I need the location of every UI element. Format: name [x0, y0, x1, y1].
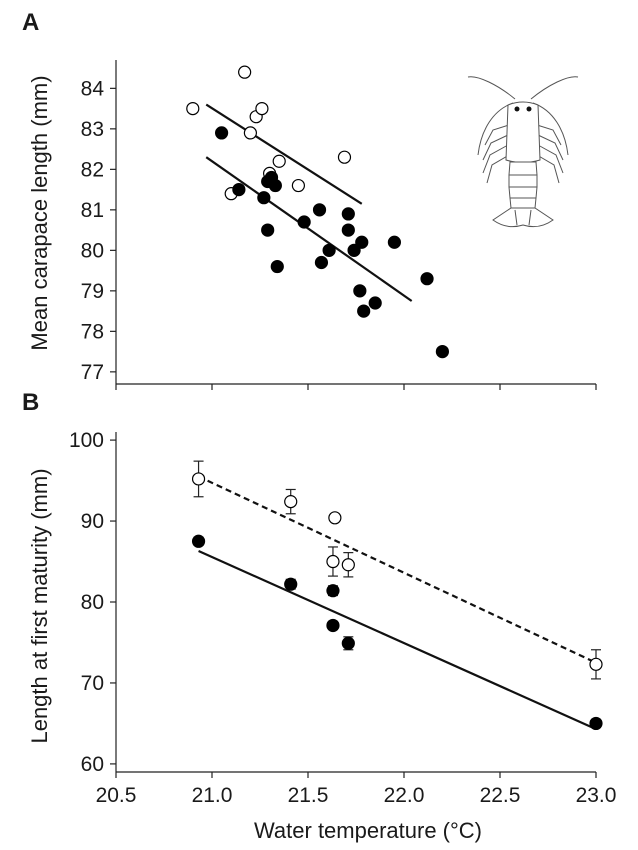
panel-b-open-point [590, 658, 602, 670]
panel-a-filled-point [354, 285, 366, 297]
panel-b-x-tick-label: 20.5 [96, 784, 137, 807]
panel-a-y-tick-label: 83 [81, 118, 104, 141]
panel-a-filled-point [271, 261, 283, 273]
panel-a-open-point [239, 66, 251, 78]
panel-b-open-point [327, 556, 339, 568]
panel-a-filled-point [262, 224, 274, 236]
lobster-abdomen [509, 162, 537, 208]
panel-a-label: A [22, 9, 39, 36]
panel-b-axes: 60 70 80 90 100 20.5 21.0 21.5 22.0 22.5 23.0 [69, 429, 616, 807]
panel-a-filled-point [356, 236, 368, 248]
panel-a-y-tick-label: 78 [81, 320, 104, 343]
panel-a-y-tick-label: 77 [81, 361, 104, 384]
panel-b-x-tick-label: 23.0 [576, 784, 617, 807]
panel-b-x-tick-label: 21.0 [192, 784, 233, 807]
x-axis-title: Water temperature (°C) [254, 818, 482, 843]
panel-a-marks [187, 66, 449, 357]
panel-a-filled-point [388, 236, 400, 248]
panel-a-open-point [256, 103, 268, 115]
panel-b-y-tick-label: 90 [81, 510, 104, 533]
panel-b-x-tick-label: 22.5 [480, 784, 521, 807]
panel-b-open-point [342, 559, 354, 571]
panel-b-filled-point [193, 535, 205, 547]
panel-b-filled-point [285, 578, 297, 590]
lobster-carapace [506, 102, 540, 163]
panel-b-filled-point [327, 619, 339, 631]
panel-b-filled-point [590, 717, 602, 729]
panel-a-y-tick-label: 79 [81, 280, 104, 303]
lobster-legs-right [537, 125, 563, 183]
panel-a-filled-point [436, 346, 448, 358]
panel-b-open-point [285, 496, 297, 508]
lobster-eye-left [515, 107, 520, 112]
panel-a-open-point [338, 151, 350, 163]
panel-b-x-tick-label: 21.5 [288, 784, 329, 807]
panel-b-label: B [22, 389, 39, 416]
panel-a-filled-point [342, 224, 354, 236]
panel-b-open-fit-line [199, 477, 596, 663]
panel-a-filled-point [314, 204, 326, 216]
panel-a-filled-point [369, 297, 381, 309]
panel-b-x-tick-label: 22.0 [384, 784, 425, 807]
lobster-tail-fan [493, 208, 553, 227]
panel-b-y-tick-label: 100 [69, 429, 104, 452]
panel-b-y-tick-label: 70 [81, 672, 104, 695]
panel-a-filled-point [269, 180, 281, 192]
panel-a-filled-point [358, 305, 370, 317]
lobster-eye-right [527, 107, 532, 112]
panel-a-open-point [292, 180, 304, 192]
panel-a-y-axis-title: Mean carapace length (mm) [27, 75, 52, 350]
panel-a-open-point [244, 127, 256, 139]
panel-a-filled-point [216, 127, 228, 139]
lobster-legs-left [483, 125, 509, 183]
panel-a-filled-point [421, 273, 433, 285]
panel-b-marks [193, 461, 602, 729]
panel-a-filled-point [258, 192, 270, 204]
panel-b: B Length at first maturity (mm) Water te… [22, 389, 616, 843]
panel-a-open-point [187, 103, 199, 115]
panel-b-y-axis-title: Length at first maturity (mm) [27, 468, 52, 743]
panel-a-filled-point [323, 244, 335, 256]
panel-a-y-tick-label: 80 [81, 239, 104, 262]
panel-a-y-tick-label: 84 [81, 77, 105, 100]
panel-a-filled-point [298, 216, 310, 228]
panel-b-filled-point [342, 637, 354, 649]
panel-a-y-tick-label: 82 [81, 158, 104, 181]
panel-a-filled-point [233, 184, 245, 196]
panel-a-filled-point [342, 208, 354, 220]
panel-b-open-point [329, 512, 341, 524]
panel-b-y-tick-label: 60 [81, 753, 104, 776]
lobster-illustration [468, 77, 578, 227]
panel-b-y-tick-label: 80 [81, 591, 104, 614]
panel-a-filled-point [315, 257, 327, 269]
panel-a-filled-fit-line [206, 157, 411, 301]
panel-b-open-point [193, 473, 205, 485]
panel-a-open-point [273, 155, 285, 167]
panel-b-filled-point [327, 585, 339, 597]
panel-b-filled-fit-line [199, 551, 596, 729]
panel-a-y-tick-label: 81 [81, 199, 104, 222]
